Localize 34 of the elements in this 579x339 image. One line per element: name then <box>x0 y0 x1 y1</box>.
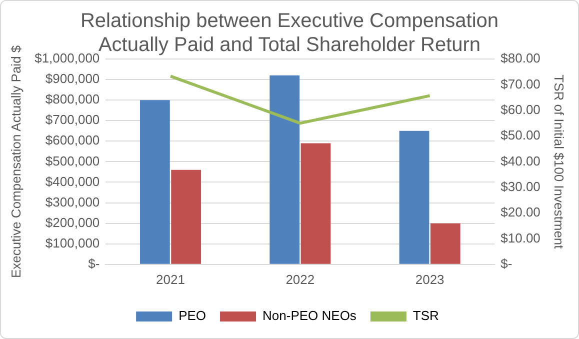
y-tick-label: $500,000 <box>45 153 100 168</box>
y-tick-label: $100,000 <box>45 235 100 250</box>
y2-tick-label: $70.00 <box>500 76 540 92</box>
y2-tick-label: $50.00 <box>500 128 540 143</box>
x-tick-label: 2022 <box>286 272 315 287</box>
y2-tick-label: $- <box>500 256 512 271</box>
legend-label: Non-PEO NEOs <box>262 308 357 324</box>
y-axis-title: Executive Compensation Actually Paid $ <box>8 44 24 278</box>
bar <box>300 143 331 264</box>
y2-tick-label: $40.00 <box>500 153 540 168</box>
y-tick-label: $- <box>88 256 100 271</box>
y2-tick-label: $30.00 <box>500 178 540 194</box>
y2-tick-label: $60.00 <box>500 102 540 117</box>
legend-label: TSR <box>412 308 439 324</box>
bar <box>399 130 430 264</box>
y-tick-label: $900,000 <box>45 71 100 86</box>
x-tick-label: 2023 <box>415 272 444 287</box>
x-tick-label: 2021 <box>156 272 185 287</box>
bar <box>140 100 170 264</box>
legend-label: PEO <box>178 308 206 324</box>
y-tick-label: $1,000,000 <box>34 50 100 66</box>
y2-tick-label: $80.00 <box>500 50 540 66</box>
y-tick-label: $700,000 <box>45 112 100 128</box>
y-tick-label: $600,000 <box>45 132 100 148</box>
y-tick-label: $800,000 <box>45 92 100 107</box>
y-tick-label: $400,000 <box>45 174 100 189</box>
y2-tick-label: $20.00 <box>500 204 540 220</box>
y2-tick-label: $10.00 <box>500 230 540 246</box>
y-tick-label: $200,000 <box>45 214 100 230</box>
y2-axis-title: TSR of Initial $100 Investment <box>552 74 567 250</box>
bar <box>171 170 201 264</box>
y-tick-label: $300,000 <box>45 194 100 210</box>
bar <box>270 75 300 264</box>
bar <box>430 223 460 264</box>
